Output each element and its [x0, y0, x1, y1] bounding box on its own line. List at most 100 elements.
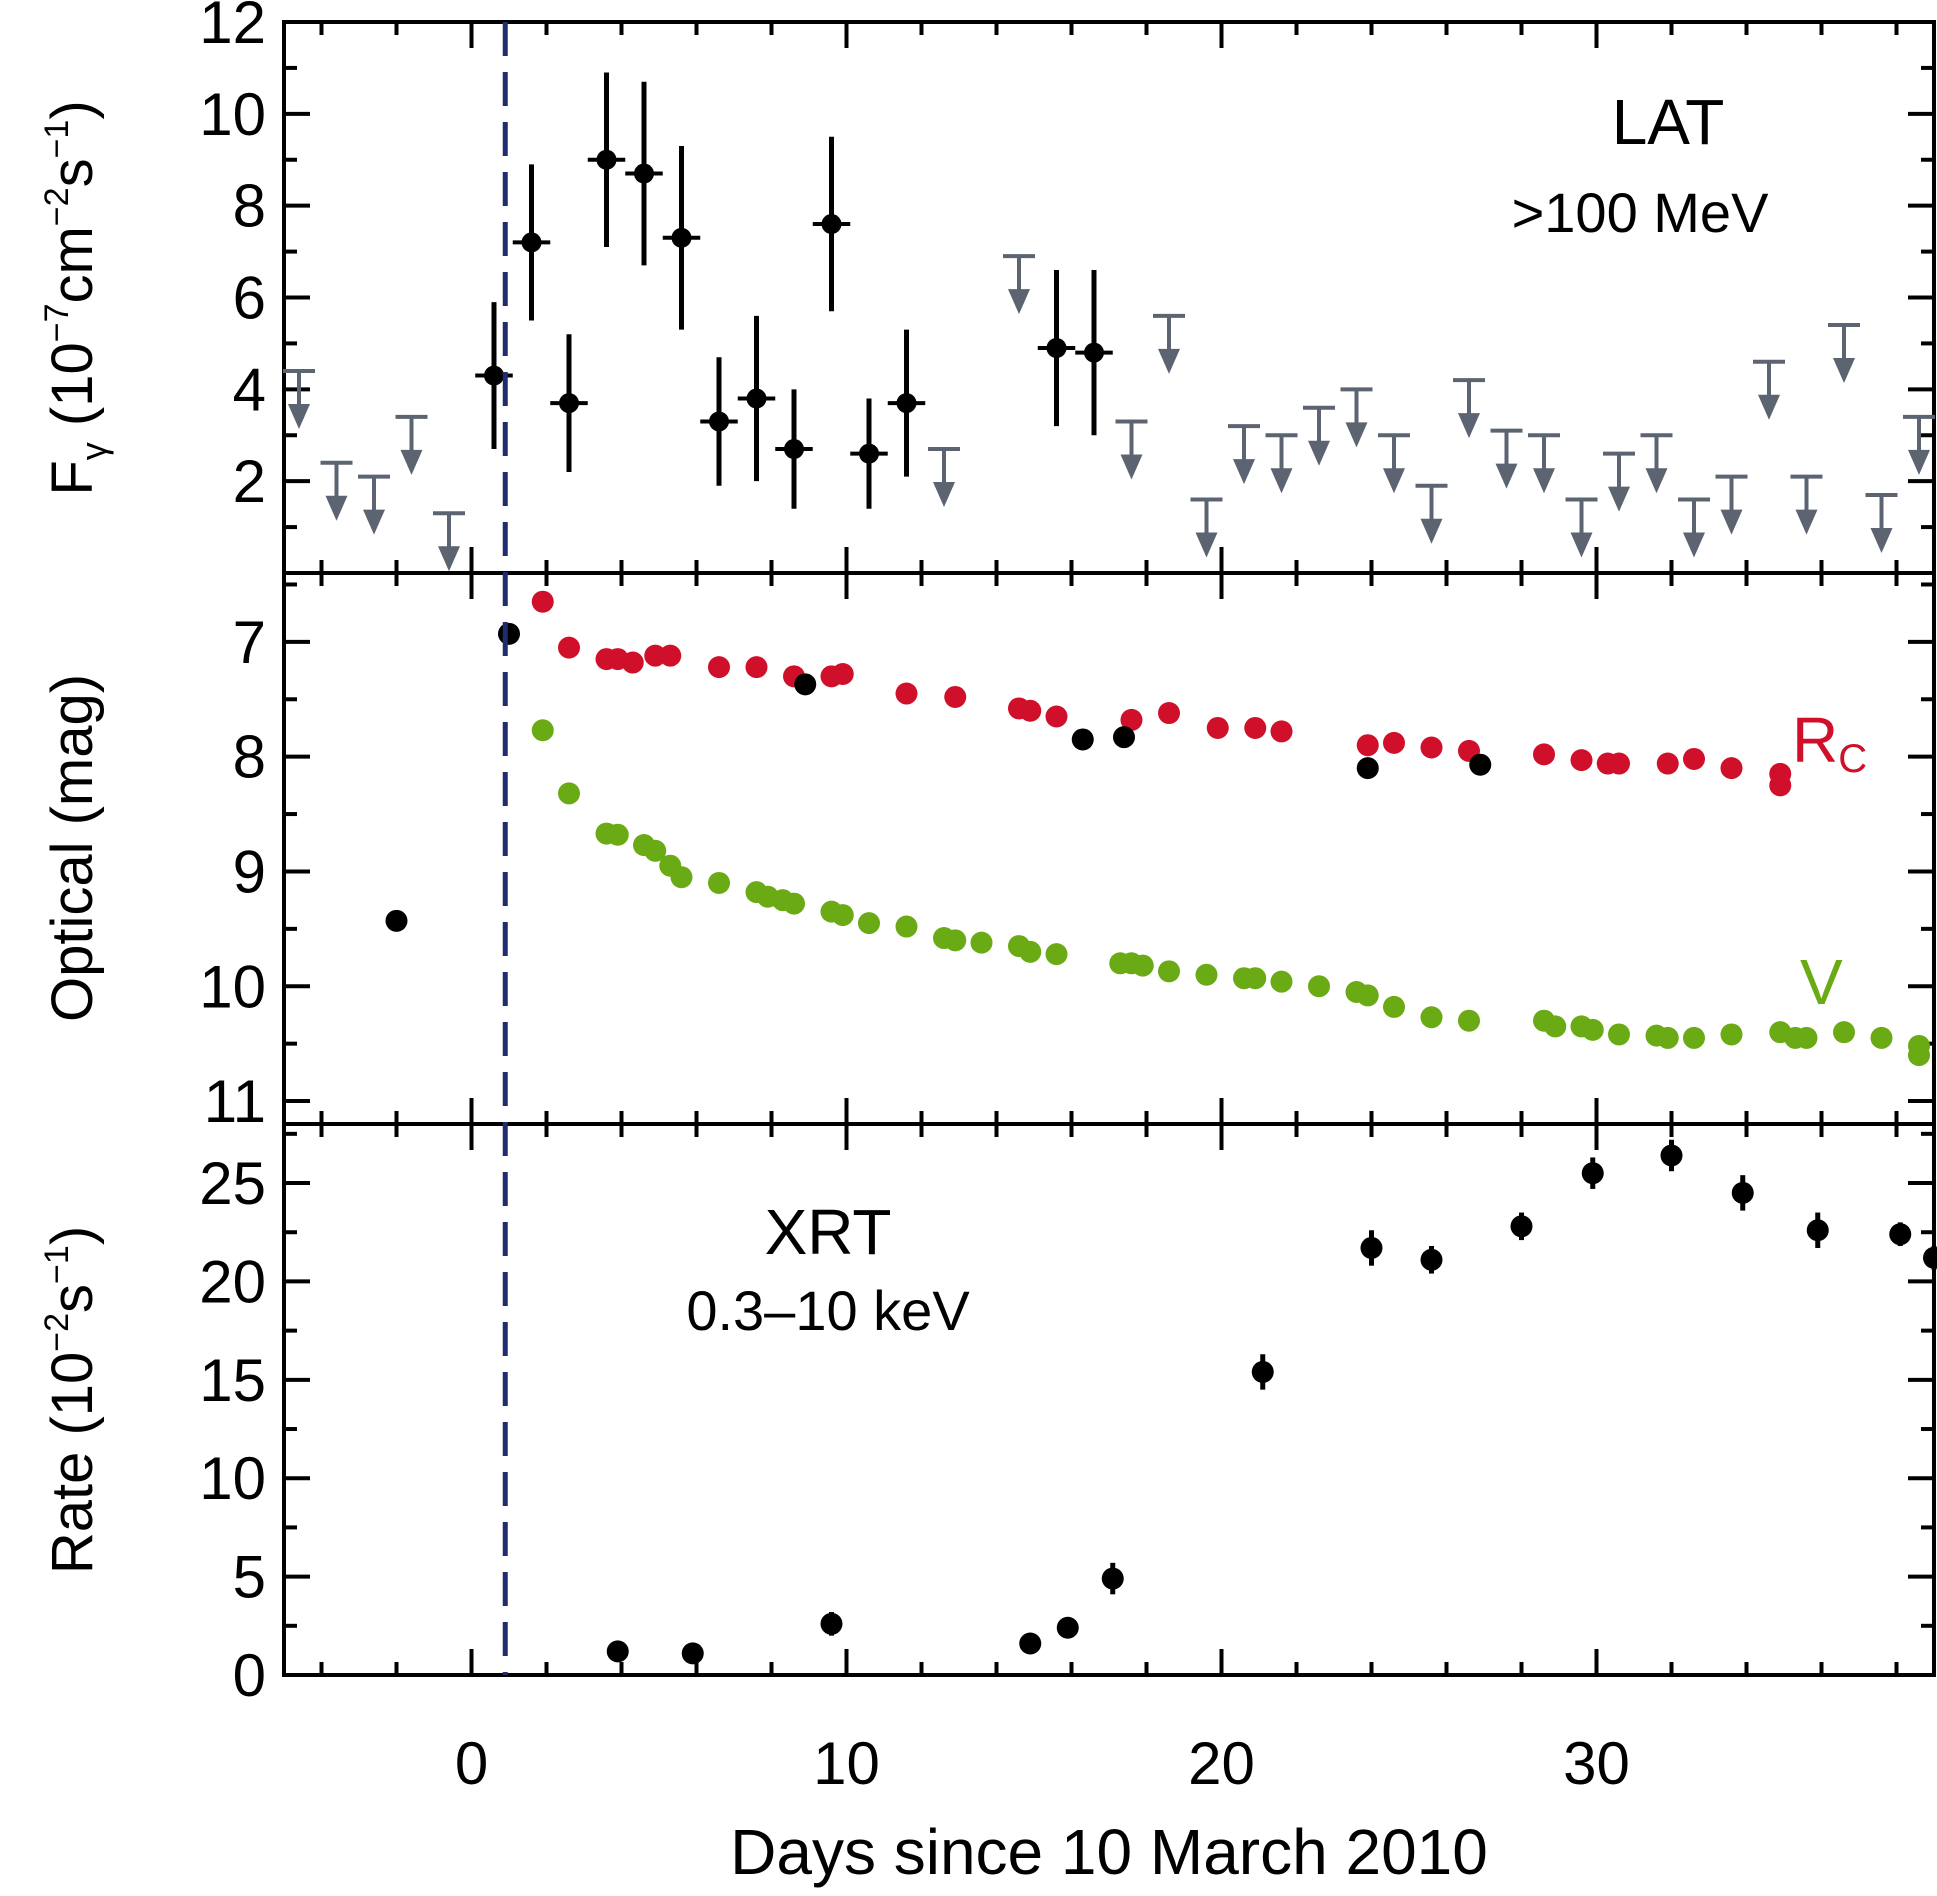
x-tick-label: 10 [813, 1730, 880, 1797]
x-tick-label: 0 [455, 1730, 488, 1797]
lat-point-detections [634, 163, 654, 184]
lat-y-tick-label: 2 [233, 448, 266, 515]
lat-data [283, 72, 1935, 572]
lat-y-label-main: F [40, 460, 105, 495]
optical-point-v [644, 839, 667, 862]
optical-point-black [498, 622, 520, 645]
upper-limit-head [1758, 394, 1780, 420]
lat-upper-limit-arrow [1415, 483, 1448, 544]
optical-point-v [1458, 1009, 1480, 1032]
upper-limit-head [1795, 509, 1818, 535]
upper-limit-head [1008, 289, 1030, 315]
lat-upper-limit-arrow [433, 511, 465, 572]
optical-point-v [1656, 1026, 1679, 1049]
lat-y-label: Fγ (10−7cm−2s−1) [38, 100, 114, 495]
lat-y-label-sub: γ [73, 442, 114, 460]
legend-rc: RC [1792, 704, 1867, 781]
lat-upper-limit-arrow [1190, 497, 1223, 558]
optical-point-v [1244, 967, 1267, 990]
optical-point-v [1795, 1026, 1818, 1049]
lat-upper-limit-arrow [1753, 359, 1785, 420]
upper-limit-head [1158, 348, 1180, 374]
lat-upper-limit-arrow [1828, 323, 1860, 384]
upper-limit-head [1645, 468, 1668, 494]
lat-point-detections [821, 214, 842, 235]
optical-point-v [1608, 1023, 1630, 1046]
optical-point-rc [1683, 747, 1705, 770]
optical-point-v [895, 915, 918, 938]
lat-upper-limit-arrow [1715, 474, 1748, 535]
optical-point-rc [1270, 720, 1293, 743]
lat-y-tick-label: 4 [233, 356, 266, 423]
xrt-point-xrt [1360, 1236, 1383, 1259]
optical-point-v [606, 823, 629, 846]
lat-y-label-exp2: −2 [38, 187, 76, 226]
optical-point-v [1581, 1018, 1604, 1041]
optical-point-v [783, 892, 805, 915]
lat-upper-limit-arrow [1228, 424, 1260, 485]
optical-point-black [794, 673, 817, 696]
xrt-y-label-main: Rate (10 [40, 1352, 105, 1574]
lat-upper-limit-arrow [1378, 433, 1410, 494]
optical-point-v [1270, 970, 1293, 993]
legend-rc-label: R [1792, 704, 1838, 776]
optical-point-black [1113, 726, 1135, 749]
xrt-y-tick-label: 20 [199, 1248, 266, 1315]
optical-point-v [708, 871, 730, 894]
upper-limit-head [1608, 486, 1630, 512]
xrt-point-xrt [1019, 1632, 1042, 1655]
optical-point-v [1383, 995, 1405, 1018]
legend-v: V [1800, 946, 1843, 1018]
optical-point-v [1019, 940, 1042, 963]
optical-panel: 7 8 9 10 11 RC V Optical (mag) [40, 571, 1936, 1135]
legend-rc-sub: C [1838, 737, 1867, 781]
xrt-y-label-close: ) [40, 1226, 105, 1245]
upper-limit-head [1720, 509, 1743, 535]
optical-point-v [831, 904, 854, 927]
lat-y-ticks: 2 4 6 8 10 12 [199, 0, 1934, 530]
optical-point-rc [1420, 736, 1443, 759]
upper-limit-head [1420, 518, 1443, 544]
xrt-title: XRT [765, 1196, 892, 1268]
optical-point-v [531, 719, 554, 742]
upper-limit-head [1345, 422, 1368, 448]
optical-point-v [944, 929, 967, 952]
lat-point-detections [1084, 342, 1104, 363]
xrt-point-xrt [1731, 1181, 1754, 1204]
optical-point-black [385, 909, 408, 932]
optical-point-rc [1769, 774, 1792, 797]
optical-point-v [670, 866, 693, 889]
optical-point-rc [1656, 752, 1679, 775]
lat-upper-limit-arrow [395, 414, 428, 475]
xrt-y-tick-label: 10 [199, 1445, 266, 1512]
lat-y-label-exp1: −7 [38, 304, 76, 343]
optical-point-rc [895, 682, 918, 705]
optical-point-rc [1383, 731, 1405, 754]
optical-point-v [1131, 954, 1154, 977]
xrt-subtitle: 0.3–10 keV [686, 1279, 970, 1342]
optical-y-ticks: 7 8 9 10 11 [199, 582, 1934, 1135]
upper-limit-head [1570, 532, 1593, 558]
xrt-panel-frame [282, 1122, 1936, 1677]
optical-point-rc [659, 644, 682, 667]
optical-point-rc [831, 663, 854, 686]
optical-y-tick-label: 8 [233, 724, 266, 791]
upper-limit-head [400, 449, 423, 475]
lat-upper-limit-arrow [1903, 414, 1935, 475]
xrt-y-label: Rate (10−2s−1) [38, 1226, 105, 1574]
upper-limit-head [1120, 454, 1143, 480]
xrt-point-xrt [606, 1640, 629, 1663]
upper-limit-head [1458, 413, 1480, 439]
optical-point-rc [558, 636, 580, 659]
optical-y-tick-label: 9 [233, 838, 266, 905]
optical-point-rc [1120, 708, 1143, 731]
lat-y-tick-label: 12 [199, 0, 266, 56]
optical-point-v [558, 782, 580, 805]
optical-y-tick-label: 11 [204, 1068, 266, 1135]
optical-point-rc [1608, 752, 1630, 775]
xrt-y-tick-label: 5 [233, 1544, 266, 1611]
lat-upper-limit-arrow [320, 460, 353, 521]
xrt-y-tick-label: 15 [199, 1347, 266, 1414]
xrt-y-label-s: s [40, 1284, 105, 1313]
